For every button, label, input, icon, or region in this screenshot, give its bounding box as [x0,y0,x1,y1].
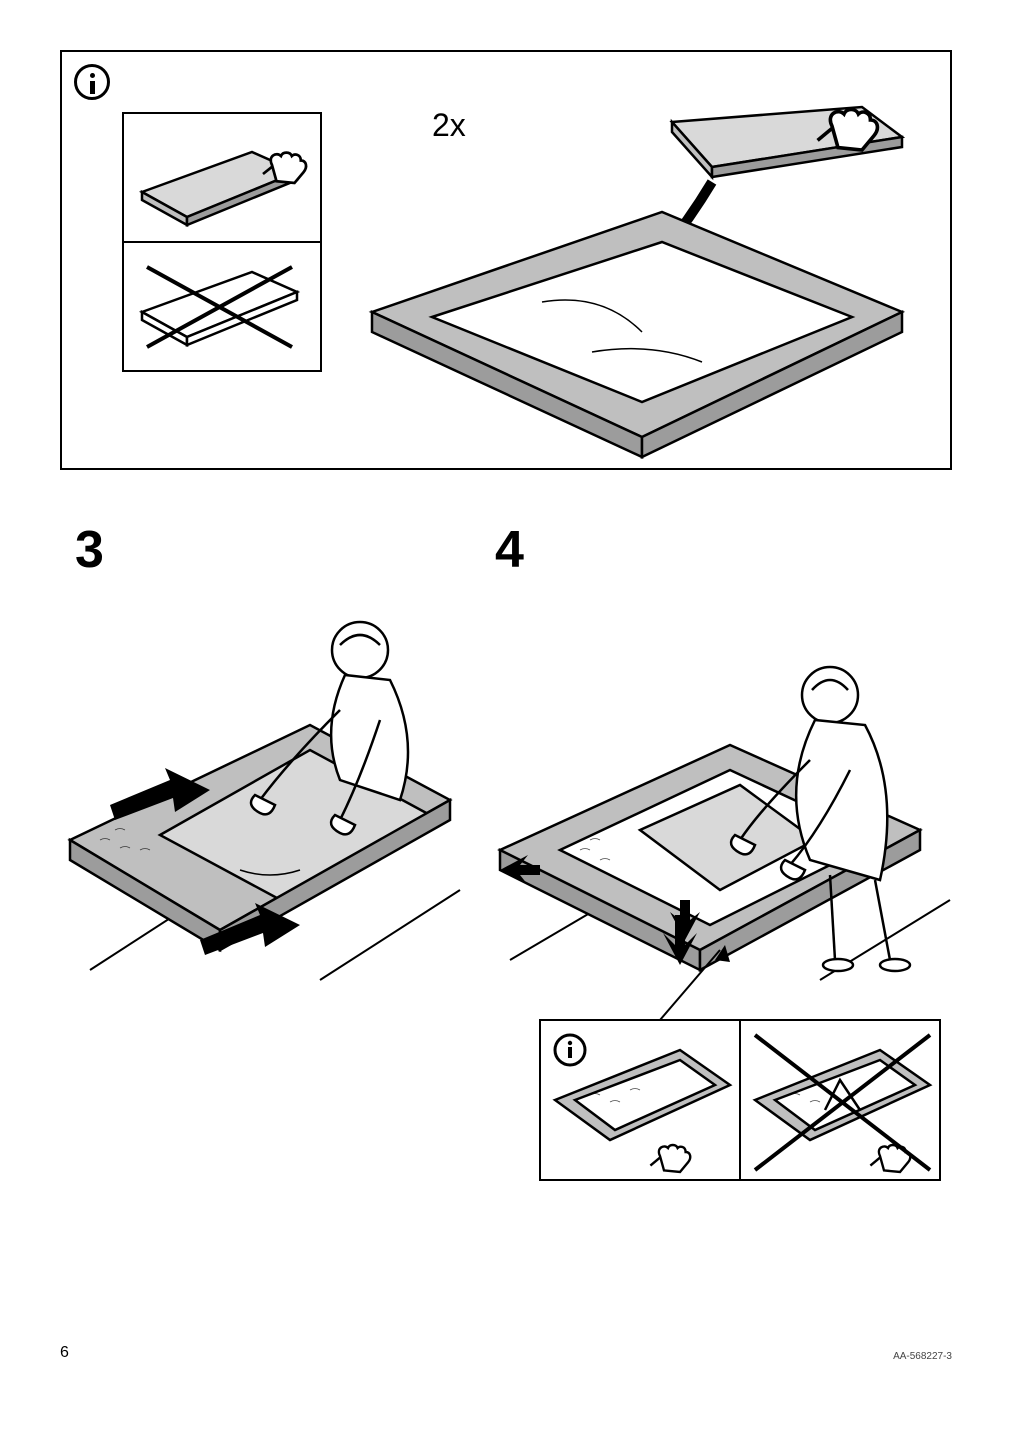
top-info-panel: 2x [60,50,952,470]
main-insert-diagram [342,82,942,462]
page-number: 6 [60,1344,69,1362]
document-id: AA-568227-3 [893,1351,952,1362]
step-3-diagram [60,590,480,1010]
step-3-number: 3 [75,520,104,580]
tuck-detail-callout [540,1020,940,1180]
orientation-callout [122,112,322,372]
info-icon [74,64,110,100]
step-4-diagram [480,640,960,1240]
instruction-page: 2x [60,50,952,1382]
step-4-number: 4 [495,520,524,580]
